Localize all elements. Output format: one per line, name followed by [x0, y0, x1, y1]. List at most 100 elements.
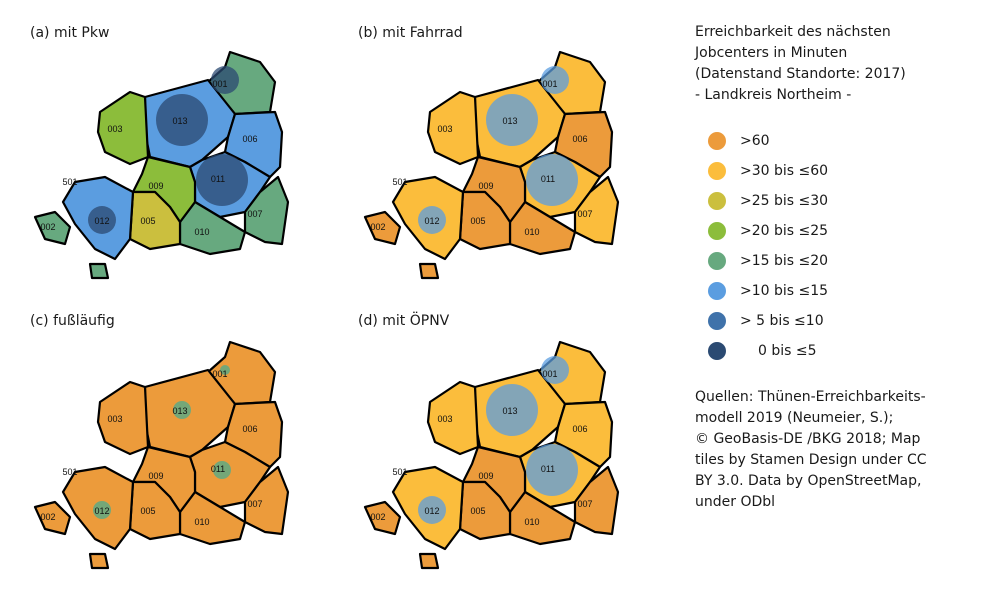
region-label-012: 012	[424, 216, 439, 226]
region-label-501: 501	[392, 177, 407, 187]
accessibility-hotspot-011	[213, 461, 231, 479]
accessibility-hotspot-001	[220, 365, 230, 375]
panel-title-fusslaeufig: (c) fußläufig	[30, 313, 115, 329]
region-label-001: 001	[542, 79, 557, 89]
region-label-012: 012	[424, 506, 439, 516]
accessibility-hotspot-001	[541, 66, 569, 94]
legend-label: >30 bis ≤60	[740, 163, 829, 179]
source-line: under ODbl	[695, 494, 776, 510]
region-010	[178, 490, 247, 546]
accessibility-hotspot-001	[211, 66, 239, 94]
region-isl	[88, 552, 110, 570]
region-label-011: 011	[211, 174, 225, 184]
source-line: © GeoBasis-DE /BKG 2018; Map	[695, 431, 921, 447]
legend-label: >10 bis ≤15	[740, 283, 829, 299]
accessibility-hotspot-013	[486, 384, 538, 436]
legend-title-line: (Datenstand Standorte: 2017)	[695, 66, 906, 82]
region-isl	[418, 262, 440, 280]
region-003	[426, 380, 480, 456]
region-label-006: 006	[242, 424, 257, 434]
map-fahrrad: 001 013 003 006 011 007 010 009 005 012 002 501	[360, 50, 630, 292]
legend-item: 0 bis ≤5	[708, 336, 828, 366]
accessibility-hotspot-013	[173, 401, 191, 419]
region-label-007: 007	[247, 499, 262, 509]
region-label-009: 009	[148, 181, 163, 191]
region-002	[33, 500, 72, 536]
legend-title: Erreichbarkeit des nächsten Jobcenters i…	[695, 22, 906, 106]
region-label-005: 005	[140, 216, 155, 226]
region-label-010: 010	[524, 517, 539, 527]
accessibility-hotspot-013	[156, 94, 208, 146]
region-label-013: 013	[172, 116, 187, 126]
region-label-009: 009	[148, 471, 163, 481]
legend-swatch-icon	[708, 192, 726, 210]
region-label-006: 006	[242, 134, 257, 144]
legend-title-line: Erreichbarkeit des nächsten	[695, 24, 891, 40]
region-label-009: 009	[478, 471, 493, 481]
accessibility-hotspot-012	[418, 496, 446, 524]
legend-label: >20 bis ≤25	[740, 223, 829, 239]
region-label-012: 012	[94, 216, 109, 226]
panel-title-pkw: (a) mit Pkw	[30, 25, 110, 41]
region-003	[96, 380, 150, 456]
legend-label: >15 bis ≤20	[740, 253, 829, 269]
legend-swatch-icon	[708, 162, 726, 180]
region-label-007: 007	[577, 499, 592, 509]
region-010	[508, 200, 577, 256]
region-label-009: 009	[478, 181, 493, 191]
region-002	[363, 210, 402, 246]
region-label-012: 012	[94, 506, 109, 516]
region-label-003: 003	[107, 124, 122, 134]
region-003	[96, 90, 150, 166]
region-label-501: 501	[392, 467, 407, 477]
source-line: BY 3.0. Data by OpenStreetMap,	[695, 473, 922, 489]
legend-item: >10 bis ≤15	[708, 276, 828, 306]
region-label-006: 006	[572, 134, 587, 144]
region-label-003: 003	[437, 124, 452, 134]
panel-title-oepnv: (d) mit ÖPNV	[358, 313, 450, 329]
source-line: tiles by Stamen Design under CC	[695, 452, 927, 468]
legend-swatch-icon	[708, 282, 726, 300]
sources: Quellen: Thünen-Erreichbarkeits- modell …	[695, 387, 975, 513]
legend-item: >15 bis ≤20	[708, 246, 828, 276]
region-label-002: 002	[40, 512, 55, 522]
legend-label: >25 bis ≤30	[740, 193, 829, 209]
region-label-001: 001	[212, 79, 227, 89]
region-label-001: 001	[542, 369, 557, 379]
accessibility-hotspot-011	[196, 154, 248, 206]
legend-label: > 5 bis ≤10	[740, 313, 824, 329]
region-label-005: 005	[140, 506, 155, 516]
legend-item: >25 bis ≤30	[708, 186, 828, 216]
legend-item: > 5 bis ≤10	[708, 306, 828, 336]
legend-label: 0 bis ≤5	[758, 343, 817, 359]
region-isl	[88, 262, 110, 280]
region-label-007: 007	[577, 209, 592, 219]
legend: >60 >30 bis ≤60 >25 bis ≤30 >20 bis ≤25 >15 …	[708, 126, 828, 366]
legend-title-line: - Landkreis Northeim -	[695, 87, 852, 103]
accessibility-hotspot-011	[526, 154, 578, 206]
region-007	[573, 175, 620, 246]
legend-item: >30 bis ≤60	[708, 156, 828, 186]
accessibility-hotspot-013	[486, 94, 538, 146]
legend-title-line: Jobcenters in Minuten	[695, 45, 848, 61]
region-label-011: 011	[211, 464, 225, 474]
region-007	[243, 175, 290, 246]
region-002	[363, 500, 402, 536]
source-line: Quellen: Thünen-Erreichbarkeits-	[695, 389, 926, 405]
region-label-005: 005	[470, 216, 485, 226]
accessibility-hotspot-012	[418, 206, 446, 234]
region-007	[573, 465, 620, 536]
accessibility-hotspot-012	[88, 206, 116, 234]
region-003	[426, 90, 480, 166]
region-label-010: 010	[524, 227, 539, 237]
region-label-007: 007	[247, 209, 262, 219]
region-label-005: 005	[470, 506, 485, 516]
legend-swatch-icon	[708, 222, 726, 240]
region-010	[508, 490, 577, 546]
accessibility-hotspot-001	[541, 356, 569, 384]
region-label-002: 002	[370, 222, 385, 232]
legend-swatch-icon	[708, 132, 726, 150]
region-005	[128, 190, 182, 251]
accessibility-hotspot-011	[526, 444, 578, 496]
region-label-010: 010	[194, 517, 209, 527]
